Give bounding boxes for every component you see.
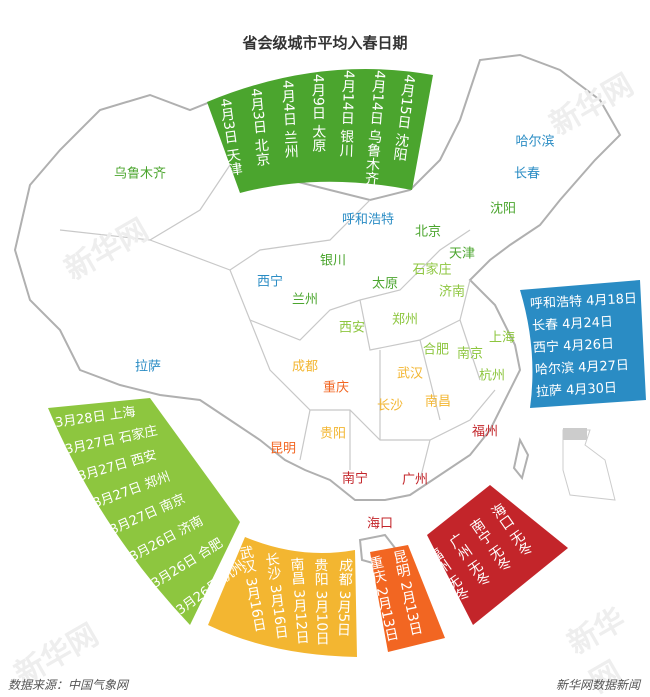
source-note: 数据来源：中国气象网 bbox=[8, 678, 129, 692]
city-label: 合肥 bbox=[422, 342, 450, 358]
fan-march-late bbox=[48, 398, 240, 625]
fan-april-early bbox=[207, 69, 433, 193]
page-title: 省会级城市平均入春日期 bbox=[242, 34, 408, 52]
city-label: 银川 bbox=[319, 253, 347, 269]
city-label: 石家庄 bbox=[412, 262, 452, 278]
city-label: 南宁 bbox=[341, 471, 369, 487]
city-label: 杭州 bbox=[478, 368, 506, 384]
fan-march-mid bbox=[208, 537, 357, 657]
city-label: 乌鲁木齐 bbox=[113, 166, 167, 182]
city-label: 南昌 bbox=[424, 394, 452, 410]
inset-land bbox=[563, 428, 587, 440]
city-label: 长沙 bbox=[376, 398, 404, 414]
city-label: 太原 bbox=[371, 276, 399, 292]
province-borders bbox=[59, 149, 496, 481]
city-label: 西宁 bbox=[256, 274, 284, 290]
city-label: 拉萨 bbox=[134, 359, 162, 375]
city-label: 上海 bbox=[488, 330, 516, 346]
city-label: 济南 bbox=[438, 284, 466, 300]
city-label: 哈尔滨 bbox=[515, 134, 555, 150]
city-label: 南京 bbox=[456, 346, 484, 362]
spring-date-entry: 成都 3月5日 bbox=[334, 557, 354, 637]
spring-date-entry: 4月14日 银川 bbox=[337, 69, 357, 158]
fan-no-winter bbox=[427, 485, 568, 625]
city-label: 海口 bbox=[366, 516, 394, 532]
taiwan bbox=[512, 437, 530, 481]
city-label: 沈阳 bbox=[489, 201, 517, 217]
city-label: 郑州 bbox=[391, 312, 419, 328]
city-label: 武汉 bbox=[396, 366, 424, 382]
city-label: 呼和浩特 bbox=[341, 212, 395, 228]
city-label: 西安 bbox=[338, 320, 366, 336]
south-sea-inset bbox=[562, 429, 616, 501]
city-label: 兰州 bbox=[291, 292, 319, 308]
city-label: 重庆 bbox=[322, 380, 350, 396]
city-label: 福州 bbox=[471, 424, 499, 440]
city-label: 北京 bbox=[414, 224, 442, 240]
fan-february bbox=[370, 545, 445, 652]
spring-date-entry: 贵阳 3月10日 bbox=[312, 557, 330, 646]
city-label: 广州 bbox=[401, 472, 429, 488]
city-label: 贵阳 bbox=[319, 426, 347, 442]
city-label: 昆明 bbox=[269, 441, 297, 457]
city-label: 天津 bbox=[448, 246, 476, 262]
city-label: 长春 bbox=[513, 166, 541, 182]
china-outline bbox=[13, 53, 622, 501]
city-label: 成都 bbox=[291, 359, 319, 375]
spring-date-entry: 4月9日 太原 bbox=[309, 73, 327, 153]
box-april-late bbox=[520, 280, 646, 408]
brand-note: 新华网数据新闻 bbox=[555, 678, 640, 692]
